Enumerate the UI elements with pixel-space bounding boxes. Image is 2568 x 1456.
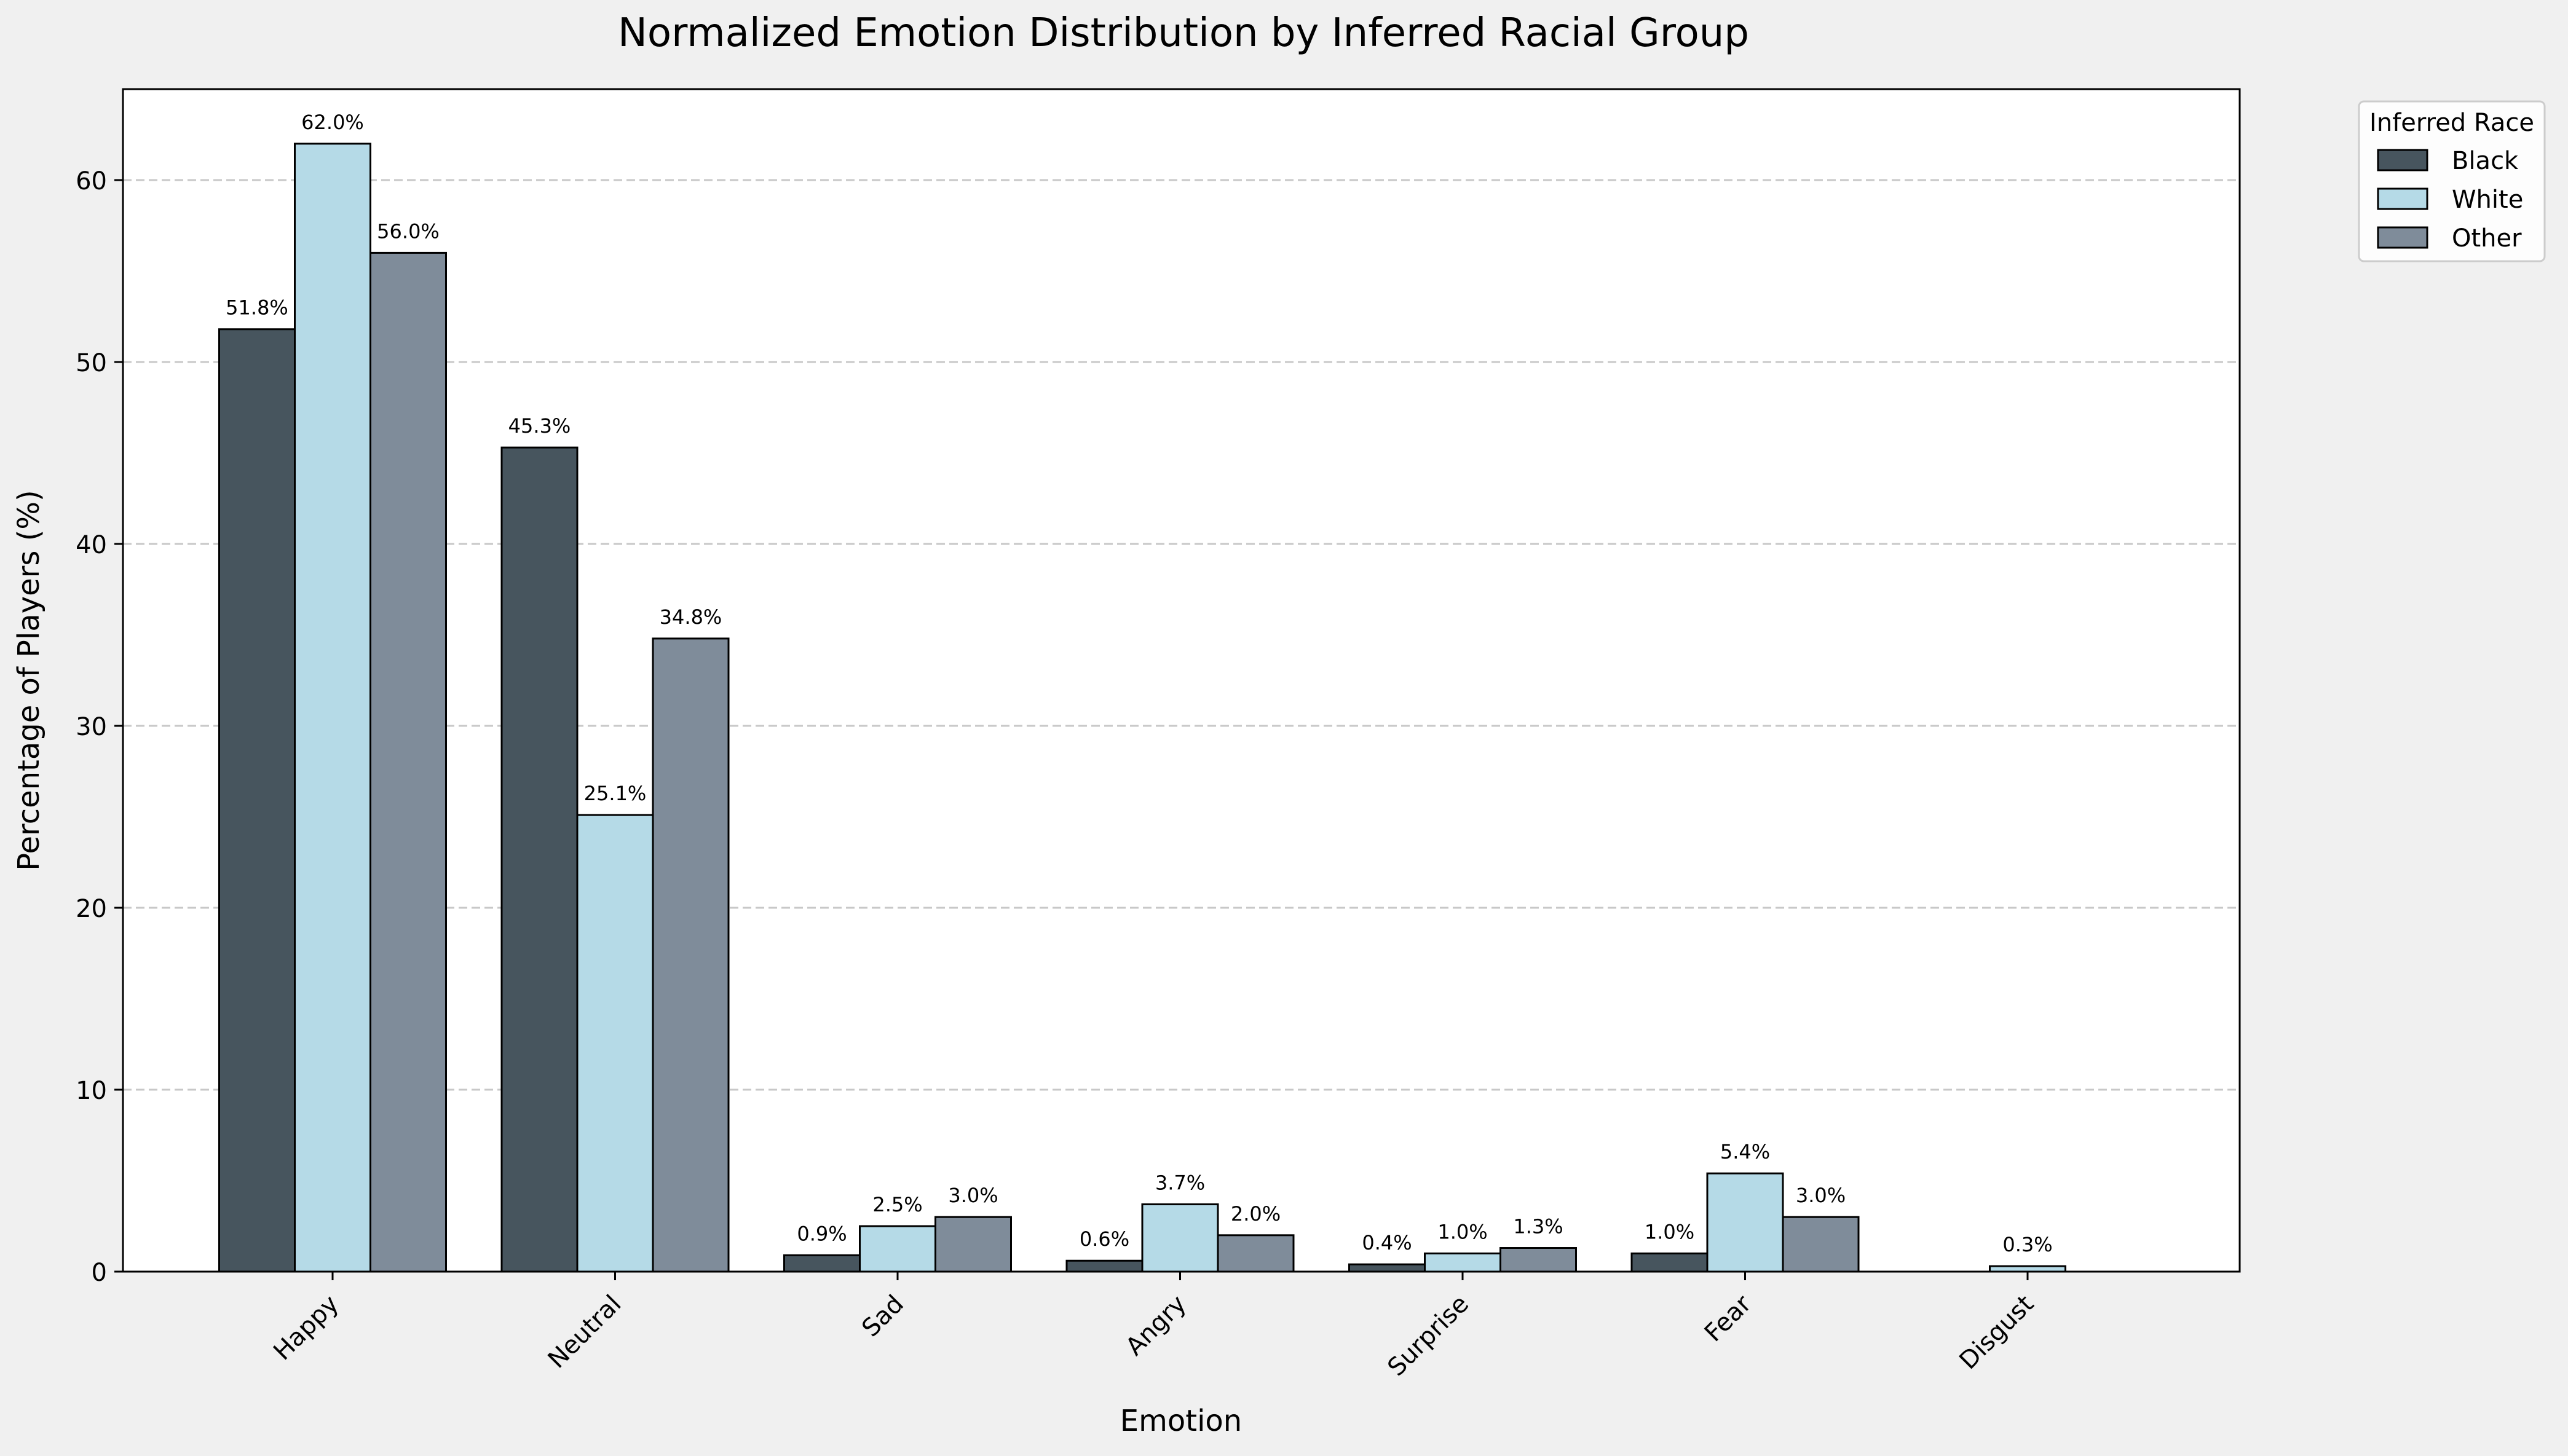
data-label: 34.8% [660,605,722,629]
data-label: 1.0% [1645,1220,1694,1243]
bar-black-sad [783,1254,861,1273]
bar-white-sad [859,1225,936,1273]
data-label: 2.5% [872,1193,922,1216]
data-label: 56.0% [377,219,440,243]
legend: Inferred Race Black White Other [2358,100,2546,262]
bar-other-sad [934,1216,1012,1273]
legend-swatch-white [2377,187,2428,210]
data-label: 45.3% [508,414,571,438]
bar-other-fear [1782,1216,1860,1273]
y-tick-label: 20 [76,895,107,923]
legend-box [2358,100,2546,262]
bar-other-happy [369,251,447,1273]
data-label: 3.0% [1796,1184,1846,1207]
y-tick-label: 0 [92,1259,107,1287]
y-tick-label: 10 [76,1077,107,1105]
data-label: 1.3% [1513,1215,1563,1238]
bar-white-surprise [1424,1252,1501,1273]
bar-black-happy [218,328,296,1273]
chart-title: Normalized Emotion Distribution by Infer… [618,10,1749,56]
bar-black-surprise [1348,1263,1426,1273]
data-label: 0.9% [797,1222,847,1245]
bar-other-angry [1217,1234,1295,1273]
legend-label-white: White [2452,186,2523,214]
y-axis: 0 10 20 30 40 50 60 [76,167,123,1287]
plot-area [123,89,2240,1272]
legend-label-black: Black [2452,147,2519,175]
data-label: 1.0% [1437,1220,1487,1243]
bar-white-neutral [576,814,654,1273]
y-tick-label: 30 [76,713,107,741]
bar-black-angry [1065,1259,1144,1273]
bar-white-fear [1706,1172,1784,1273]
y-tick-label: 40 [76,531,107,559]
y-tick-label: 60 [76,167,107,195]
data-label: 51.8% [226,296,288,320]
data-label: 25.1% [584,782,647,805]
grid-lines [123,179,2240,1091]
x-axis-label: Emotion [1120,1404,1242,1438]
data-labels: 51.8% 62.0% 56.0% 45.3% 25.1% 34.8% 0.9% 2.5% 3.… [226,111,2052,1256]
bar-other-surprise [1499,1247,1577,1273]
data-label: 3.0% [948,1184,998,1207]
legend-swatch-black [2377,149,2428,171]
bar-white-angry [1141,1203,1219,1273]
data-label: 2.0% [1231,1202,1281,1226]
bar-black-fear [1630,1252,1709,1273]
bar-white-happy [294,143,371,1273]
data-label: 3.7% [1155,1171,1205,1194]
legend-label-other: Other [2452,224,2522,253]
y-axis-label: Percentage of Players (%) [12,490,46,871]
data-label: 0.6% [1080,1227,1129,1251]
legend-swatch-other [2377,226,2428,249]
data-label: 5.4% [1720,1140,1770,1163]
bar-other-neutral [652,637,730,1273]
plot-frame [122,88,2241,1273]
bar-black-neutral [500,446,579,1273]
y-tick-label: 50 [76,349,107,377]
legend-title: Inferred Race [2369,109,2534,137]
data-label: 62.0% [301,111,364,134]
data-label: 0.4% [1362,1231,1412,1254]
data-label: 0.3% [2002,1233,2052,1256]
